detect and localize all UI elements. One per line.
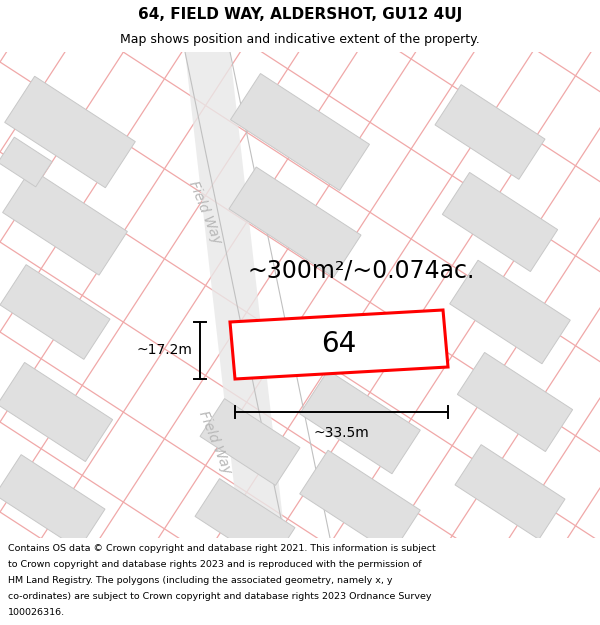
Polygon shape [0,362,113,461]
Text: co-ordinates) are subject to Crown copyright and database rights 2023 Ordnance S: co-ordinates) are subject to Crown copyr… [8,592,431,601]
Polygon shape [0,264,110,359]
Polygon shape [455,444,565,539]
Polygon shape [230,74,370,191]
Polygon shape [229,167,361,277]
Text: Field Way: Field Way [186,178,224,246]
Polygon shape [185,52,285,538]
Polygon shape [195,479,295,566]
Text: ~17.2m: ~17.2m [136,344,192,357]
Polygon shape [200,399,300,486]
Polygon shape [457,352,572,451]
Polygon shape [5,76,135,188]
Polygon shape [300,450,420,554]
Polygon shape [435,84,545,179]
Polygon shape [442,173,557,271]
Text: 100026316.: 100026316. [8,609,65,618]
Text: 64, FIELD WAY, ALDERSHOT, GU12 4UJ: 64, FIELD WAY, ALDERSHOT, GU12 4UJ [138,7,462,22]
Text: to Crown copyright and database rights 2023 and is reproduced with the permissio: to Crown copyright and database rights 2… [8,560,421,569]
Polygon shape [300,370,420,474]
Text: Field Way: Field Way [196,408,234,476]
Text: ~300m²/~0.074ac.: ~300m²/~0.074ac. [248,258,475,282]
Polygon shape [230,310,448,379]
Polygon shape [2,169,127,275]
Polygon shape [0,454,105,549]
Text: Contains OS data © Crown copyright and database right 2021. This information is : Contains OS data © Crown copyright and d… [8,544,436,553]
Polygon shape [0,137,52,187]
Text: ~33.5m: ~33.5m [314,426,370,440]
Text: Map shows position and indicative extent of the property.: Map shows position and indicative extent… [120,32,480,46]
Polygon shape [450,260,570,364]
Text: 64: 64 [322,331,356,359]
Text: HM Land Registry. The polygons (including the associated geometry, namely x, y: HM Land Registry. The polygons (includin… [8,576,392,585]
